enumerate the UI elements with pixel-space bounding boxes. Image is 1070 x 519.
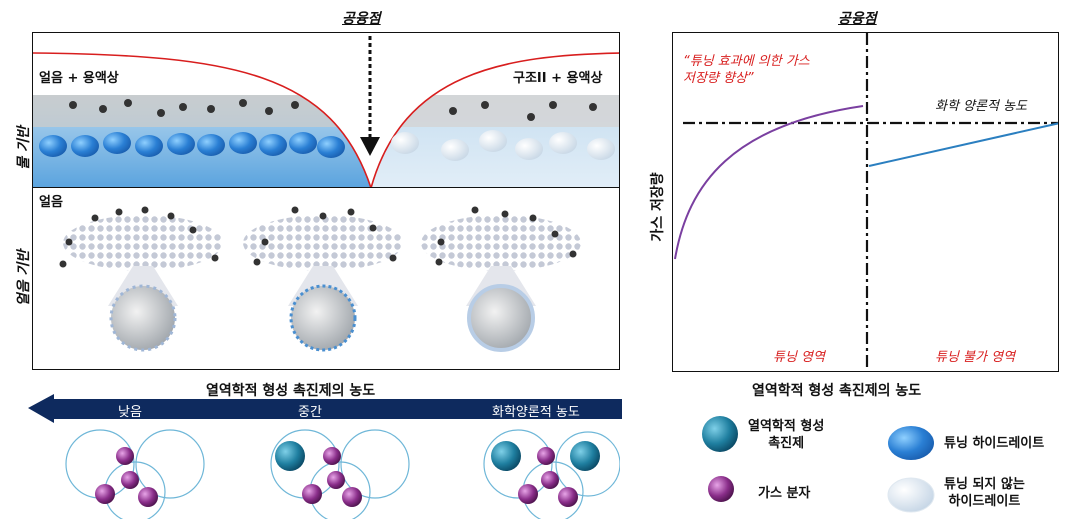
cage-stoich [491,441,600,507]
sii-solution-label: 구조II + 용액상 [513,71,603,86]
tuning-region-label: 튜닝 영역 [773,350,825,365]
water-based-illustration [33,33,619,187]
ice-based-panel: 얼음 [32,187,620,370]
cage-low [95,447,158,507]
ice-particle-stoich [421,215,581,352]
untuned-hydrate-legend-icon [887,477,935,513]
eutectic-label-right: 공융점 [838,11,877,27]
ice-based-illustration [59,206,581,352]
ice-particle-low [63,215,223,352]
cage-illustrations [65,429,620,519]
cage-medium [275,441,362,507]
gas-legend-icon [708,476,734,502]
ice-gas-molecules [59,206,577,268]
ice-based-label: 얼음 기반 [16,249,32,307]
low-label: 낮음 [118,405,142,420]
ice-label: 얼음 [39,195,63,210]
concentration-arrow [28,394,622,423]
chart-plot [674,33,1058,371]
tuned-hydrate-droplets [39,132,345,158]
stoich-label: 화학양론적 농도 [492,405,580,420]
gas-legend-label: 가스 분자 [758,486,811,501]
no-tuning-region-label: 튜닝 불가 영역 [935,350,1016,365]
untuned-hydrate-legend-label: 튜닝 되지 않는 하이드레이트 [944,477,1025,509]
ice-solution-label: 얼음 + 용액상 [39,71,119,86]
promoter-legend-icon [702,416,738,452]
ice-particle-medium [243,215,403,352]
chart-xlabel: 열역학적 형성 촉진제의 농도 [752,383,922,399]
liquidus-curve-right [370,52,619,187]
chart-ylabel: 가스 저장량 [650,172,666,242]
eutectic-label-left: 공융점 [342,11,381,27]
stoich-annotation: 화학 양론적 농도 [935,99,1027,114]
arrow-title: 열역학적 형성 촉진제의 농도 [206,383,376,399]
no-tuning-line [868,122,1058,167]
tuned-hydrate-legend-label: 튜닝 하이드레이트 [944,436,1045,451]
chart-annotation: “튜닝 효과에 의한 가스 저장량 향상” [683,54,810,86]
water-based-panel: 얼음 + 용액상 구조II + 용액상 [32,32,620,188]
eutectic-arrow [360,36,380,156]
storage-chart: “튜닝 효과에 의한 가스 저장량 향상” 화학 양론적 농도 튜닝 영역 튜닝… [672,32,1059,372]
gas-molecules [69,99,597,121]
medium-label: 중간 [298,405,322,420]
tuning-curve [674,105,864,260]
promoter-legend-label: 열역학적 형성 촉진제 [748,419,825,451]
untuned-hydrate-droplets [391,130,615,161]
tuned-hydrate-legend-icon [888,426,934,460]
liquidus-curve-left [33,52,372,187]
water-based-label: 물 기반 [16,126,32,170]
